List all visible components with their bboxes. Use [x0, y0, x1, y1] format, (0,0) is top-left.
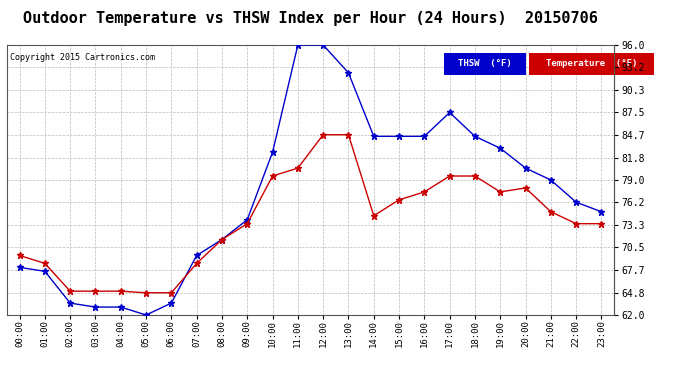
FancyBboxPatch shape — [529, 53, 653, 75]
Text: Outdoor Temperature vs THSW Index per Hour (24 Hours)  20150706: Outdoor Temperature vs THSW Index per Ho… — [23, 11, 598, 26]
Text: Copyright 2015 Cartronics.com: Copyright 2015 Cartronics.com — [10, 53, 155, 62]
FancyBboxPatch shape — [444, 53, 526, 75]
Text: THSW  (°F): THSW (°F) — [458, 59, 512, 68]
Text: Temperature  (°F): Temperature (°F) — [546, 59, 637, 68]
